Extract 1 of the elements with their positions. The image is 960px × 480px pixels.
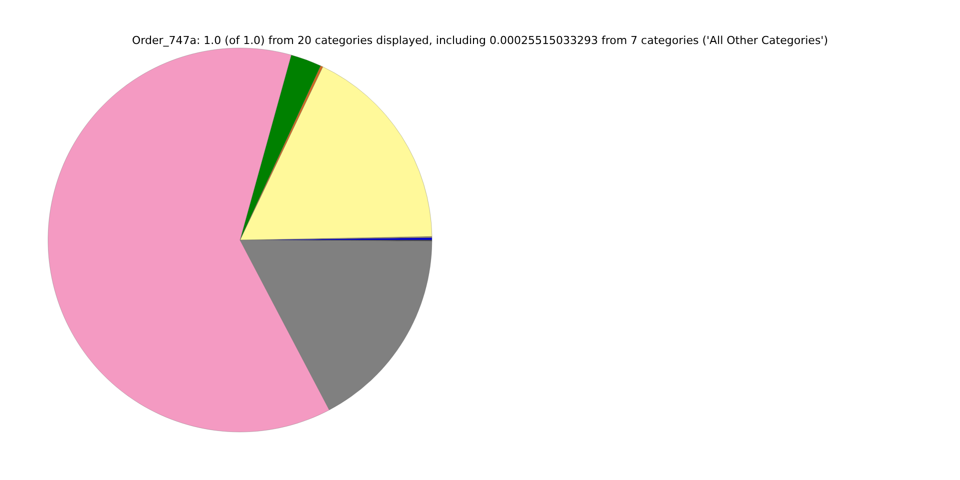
text: Order_747a: 1.0 (of 1.0) from 20 categories displayed, including 0.00025515033293 from 7 categories ('All Other Categories') (132, 34, 828, 47)
